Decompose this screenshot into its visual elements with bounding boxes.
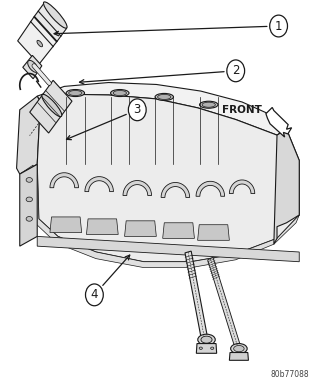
Ellipse shape (201, 336, 212, 343)
Ellipse shape (113, 90, 126, 95)
Polygon shape (86, 219, 118, 235)
Ellipse shape (234, 346, 244, 352)
Polygon shape (208, 257, 240, 347)
Circle shape (85, 284, 103, 306)
Ellipse shape (43, 2, 67, 28)
Ellipse shape (155, 93, 174, 100)
Polygon shape (85, 177, 114, 192)
Polygon shape (18, 17, 57, 65)
Ellipse shape (37, 40, 42, 47)
Polygon shape (37, 83, 286, 135)
Polygon shape (50, 217, 82, 233)
Polygon shape (20, 164, 37, 246)
Text: 1: 1 (275, 20, 282, 32)
Ellipse shape (198, 334, 215, 345)
Ellipse shape (199, 347, 202, 350)
Polygon shape (163, 223, 195, 239)
Ellipse shape (28, 61, 38, 72)
Polygon shape (123, 181, 152, 196)
Text: FRONT: FRONT (222, 105, 262, 115)
Circle shape (227, 60, 245, 82)
Circle shape (270, 15, 287, 37)
Ellipse shape (66, 90, 85, 97)
Polygon shape (229, 353, 249, 360)
Polygon shape (37, 94, 299, 262)
Polygon shape (17, 96, 41, 174)
Polygon shape (161, 183, 190, 197)
Text: 2: 2 (232, 65, 240, 77)
Ellipse shape (111, 90, 129, 97)
Ellipse shape (231, 344, 247, 354)
Ellipse shape (202, 102, 215, 107)
Polygon shape (34, 3, 67, 42)
Text: 80b77088: 80b77088 (270, 369, 309, 378)
Polygon shape (30, 80, 72, 133)
Ellipse shape (26, 197, 33, 202)
Ellipse shape (42, 94, 62, 117)
Polygon shape (196, 181, 225, 196)
Ellipse shape (158, 94, 171, 99)
Polygon shape (196, 344, 217, 353)
Polygon shape (266, 108, 292, 137)
Polygon shape (124, 221, 156, 237)
Polygon shape (274, 129, 299, 244)
Ellipse shape (211, 347, 214, 350)
Polygon shape (185, 251, 207, 337)
Ellipse shape (69, 90, 82, 95)
Polygon shape (20, 164, 299, 267)
Polygon shape (229, 180, 255, 194)
Ellipse shape (26, 178, 33, 182)
Ellipse shape (199, 101, 218, 108)
Ellipse shape (26, 217, 33, 221)
Polygon shape (197, 225, 229, 240)
Polygon shape (50, 173, 78, 188)
Text: 4: 4 (91, 288, 98, 301)
Text: 3: 3 (134, 103, 141, 116)
Circle shape (128, 99, 146, 121)
Polygon shape (37, 237, 299, 262)
Polygon shape (23, 56, 42, 79)
